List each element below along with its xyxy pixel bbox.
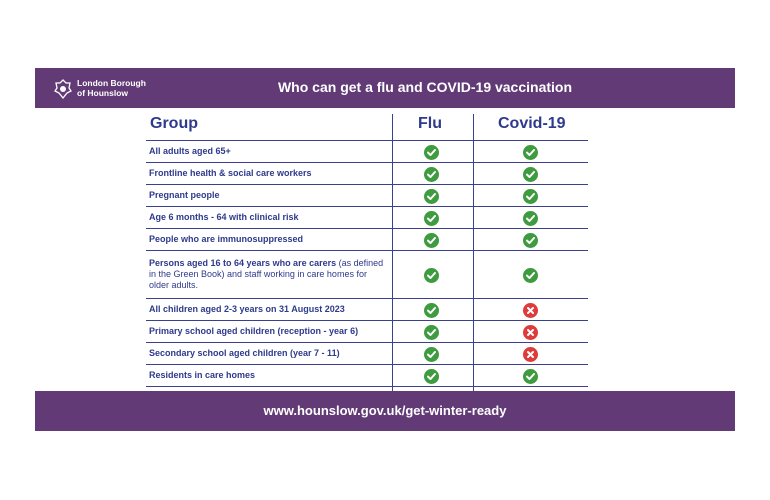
footer-url: www.hounslow.gov.uk/get-winter-ready <box>35 391 735 431</box>
flu-check-icon <box>424 268 439 283</box>
row-label-text: Residents in care homes <box>149 370 256 380</box>
column-header-group: Group <box>150 115 198 132</box>
covid-check-icon <box>523 145 538 160</box>
table-bottom-rule <box>146 386 588 387</box>
row-label: Residents in care homes <box>149 365 389 386</box>
table-row: All adults aged 65+ <box>146 140 588 162</box>
row-label-text: People who are immunosuppressed <box>149 234 304 244</box>
table-row: Age 6 months - 64 with clinical risk <box>146 206 588 228</box>
table-row: Residents in care homes <box>146 364 588 386</box>
row-label-text: Age 6 months - 64 with clinical risk <box>149 212 299 222</box>
row-label: All adults aged 65+ <box>149 141 389 162</box>
flu-check-icon <box>424 145 439 160</box>
row-label: Age 6 months - 64 with clinical risk <box>149 207 389 228</box>
council-logo: London Borough of Hounslow <box>52 78 172 102</box>
page-title: Who can get a flu and COVID-19 vaccinati… <box>277 79 573 95</box>
covid-cross-icon <box>523 303 538 318</box>
table-row: Persons aged 16 to 64 years who are care… <box>146 250 588 298</box>
row-label-text: Pregnant people <box>149 190 220 200</box>
row-label: Secondary school aged children (year 7 -… <box>149 343 389 364</box>
row-label: Pregnant people <box>149 185 389 206</box>
flu-check-icon <box>424 233 439 248</box>
flu-check-icon <box>424 167 439 182</box>
row-label: Frontline health & social care workers <box>149 163 389 184</box>
covid-check-icon <box>523 268 538 283</box>
covid-cross-icon <box>523 325 538 340</box>
covid-check-icon <box>523 233 538 248</box>
flu-check-icon <box>424 369 439 384</box>
column-header-covid: Covid-19 <box>498 115 566 132</box>
column-header-flu: Flu <box>418 115 442 132</box>
column-divider <box>473 114 474 428</box>
table-row: All children aged 2-3 years on 31 August… <box>146 298 588 320</box>
row-label-text: All adults aged 65+ <box>149 146 231 156</box>
covid-check-icon <box>523 211 538 226</box>
table-body: All adults aged 65+ Frontline health & so… <box>146 140 588 387</box>
flu-check-icon <box>424 325 439 340</box>
row-label: All children aged 2-3 years on 31 August… <box>149 299 389 320</box>
row-label: Primary school aged children (reception … <box>149 321 389 342</box>
crest-icon <box>54 79 72 100</box>
table-row: People who are immunosuppressed <box>146 228 588 250</box>
covid-cross-icon <box>523 347 538 362</box>
column-divider <box>392 114 393 428</box>
table-row: Pregnant people <box>146 184 588 206</box>
flu-check-icon <box>424 211 439 226</box>
flu-check-icon <box>424 303 439 318</box>
covid-check-icon <box>523 167 538 182</box>
flu-check-icon <box>424 189 439 204</box>
table-row: Frontline health & social care workers <box>146 162 588 184</box>
row-label-text: Frontline health & social care workers <box>149 168 312 178</box>
row-label-text: Primary school aged children (reception … <box>149 326 359 336</box>
covid-check-icon <box>523 369 538 384</box>
table-row: Primary school aged children (reception … <box>146 320 588 342</box>
vaccination-eligibility-card: London Borough of Hounslow Who can get a… <box>35 68 735 431</box>
table-row: Secondary school aged children (year 7 -… <box>146 342 588 364</box>
row-label-text: Persons aged 16 to 64 years who are care… <box>149 258 337 268</box>
flu-check-icon <box>424 347 439 362</box>
logo-line-2: of Hounslow <box>77 88 128 98</box>
row-label-detail: (as defined in the Green Book) and staff… <box>149 258 384 290</box>
row-label-text: All children aged 2-3 years on 31 August… <box>149 304 345 314</box>
row-label: Persons aged 16 to 64 years who are care… <box>149 251 389 298</box>
logo-line-1: London Borough <box>77 78 146 88</box>
covid-check-icon <box>523 189 538 204</box>
header-bar: London Borough of Hounslow Who can get a… <box>35 68 735 108</box>
row-label: People who are immunosuppressed <box>149 229 389 250</box>
row-label-text: Secondary school aged children (year 7 -… <box>149 348 340 358</box>
